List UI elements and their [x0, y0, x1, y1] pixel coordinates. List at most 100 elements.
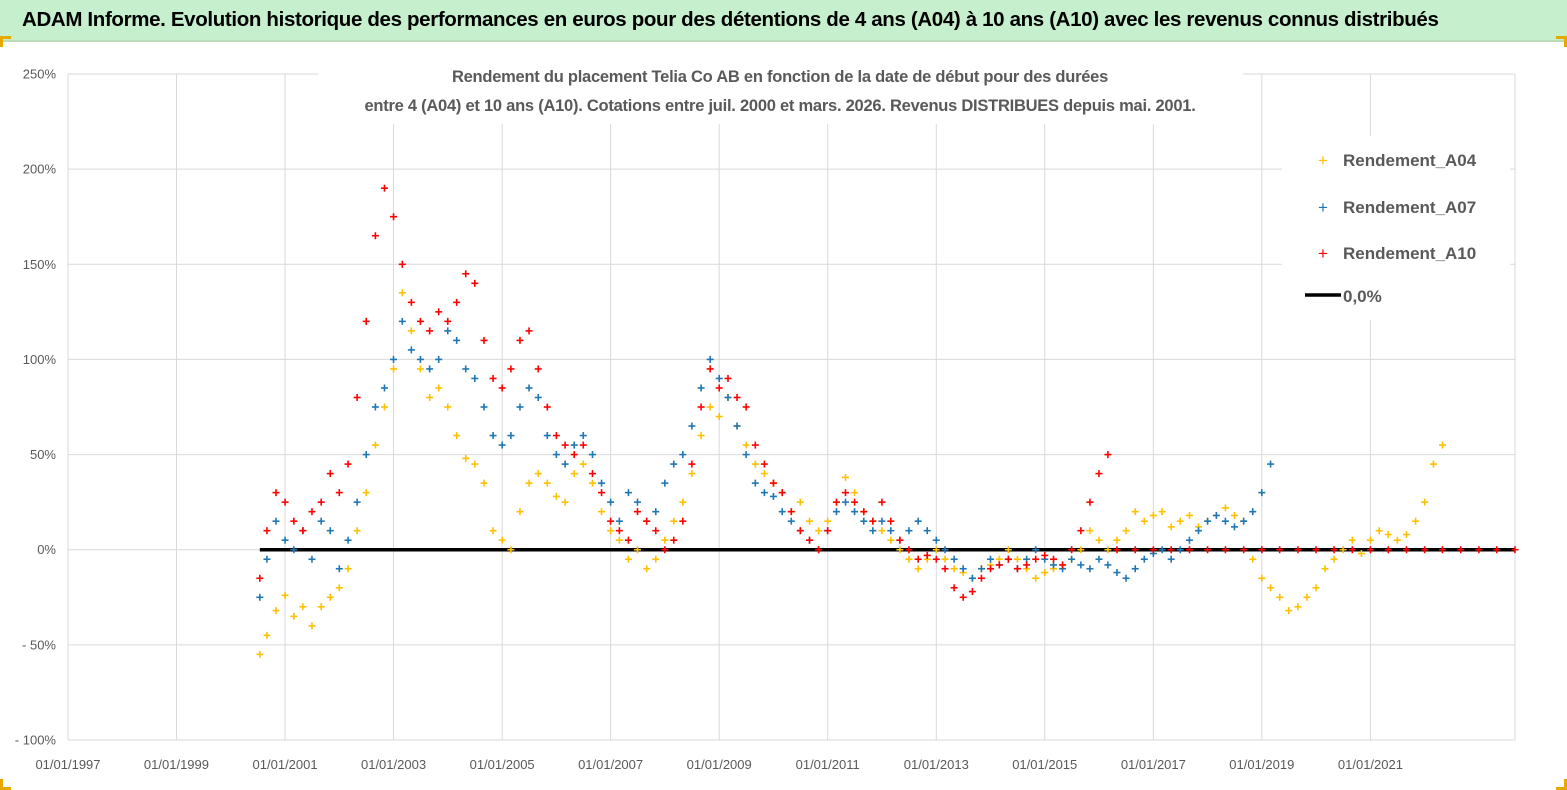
data-point — [670, 460, 678, 468]
data-point — [1013, 555, 1021, 563]
data-point — [643, 565, 651, 573]
data-point — [263, 631, 271, 639]
data-point — [317, 603, 325, 611]
data-point — [977, 565, 985, 573]
data-point — [371, 403, 379, 411]
data-point — [1149, 546, 1157, 554]
data-point — [1104, 546, 1112, 554]
data-point — [1149, 511, 1157, 519]
data-point — [1339, 546, 1347, 554]
data-point — [308, 622, 316, 630]
data-point — [968, 588, 976, 596]
data-point — [697, 403, 705, 411]
data-point — [959, 565, 967, 573]
data-point — [588, 470, 596, 478]
data-point — [1113, 546, 1121, 554]
legend-label-a04: Rendement_A04 — [1343, 151, 1477, 170]
data-point — [715, 384, 723, 392]
data-point — [362, 317, 370, 325]
data-point — [561, 498, 569, 506]
data-point — [1438, 546, 1446, 554]
data-point — [1240, 517, 1248, 525]
data-point — [1267, 460, 1275, 468]
y-tick-label: 200% — [23, 162, 57, 177]
data-point — [598, 489, 606, 497]
data-point — [751, 441, 759, 449]
data-point — [760, 489, 768, 497]
data-point — [760, 460, 768, 468]
data-point — [1113, 569, 1121, 577]
data-point — [932, 546, 940, 554]
data-point — [1032, 555, 1040, 563]
data-point — [498, 536, 506, 544]
data-point — [633, 498, 641, 506]
data-point — [1249, 508, 1257, 516]
data-point — [256, 593, 264, 601]
data-point — [1258, 489, 1266, 497]
x-tick-label: 01/01/2013 — [904, 757, 969, 772]
data-point — [851, 508, 859, 516]
data-point — [435, 384, 443, 392]
y-tick-label: - 100% — [15, 733, 57, 748]
data-point — [534, 393, 542, 401]
data-point — [633, 508, 641, 516]
y-axis-ticks: 250% 200% 150% 100% 50% 0% - 50% - 100% — [15, 67, 57, 748]
data-point — [489, 432, 497, 440]
data-point — [543, 432, 551, 440]
data-point — [1312, 584, 1320, 592]
data-point — [1384, 530, 1392, 538]
data-point — [1230, 511, 1238, 519]
data-point — [1050, 555, 1058, 563]
x-tick-label: 01/01/2021 — [1338, 757, 1403, 772]
data-point — [335, 565, 343, 573]
data-point — [471, 374, 479, 382]
data-point — [588, 479, 596, 487]
data-point — [796, 527, 804, 535]
data-point — [534, 470, 542, 478]
data-point — [697, 432, 705, 440]
data-point — [824, 517, 832, 525]
x-axis-ticks: 01/01/1997 01/01/1999 01/01/2001 01/01/2003… — [35, 757, 1403, 772]
data-point — [1221, 504, 1229, 512]
data-point — [1013, 565, 1021, 573]
data-point — [344, 565, 352, 573]
data-point — [1095, 470, 1103, 478]
data-point — [1276, 593, 1284, 601]
data-point — [1493, 546, 1501, 554]
data-point — [1131, 508, 1139, 516]
data-point — [416, 365, 424, 373]
data-point — [950, 555, 958, 563]
data-point — [1140, 555, 1148, 563]
data-point — [878, 517, 886, 525]
data-point — [1403, 546, 1411, 554]
data-point — [507, 365, 515, 373]
x-tick-label: 01/01/2017 — [1121, 757, 1186, 772]
data-point — [1068, 546, 1076, 554]
data-point — [643, 517, 651, 525]
corner-marker — [1556, 779, 1567, 790]
data-point — [815, 546, 823, 554]
data-point — [1131, 546, 1139, 554]
data-point — [842, 489, 850, 497]
data-point — [1032, 574, 1040, 582]
data-point — [1176, 517, 1184, 525]
data-point — [525, 384, 533, 392]
data-point — [941, 555, 949, 563]
data-point — [932, 555, 940, 563]
data-point — [905, 527, 913, 535]
data-point — [769, 492, 777, 500]
data-point — [1249, 555, 1257, 563]
performance-chart: 250% 200% 150% 100% 50% 0% - 50% - 100% 01/01/1… — [15, 54, 1519, 772]
series-layer — [256, 184, 1519, 658]
data-point — [516, 508, 524, 516]
data-point — [950, 584, 958, 592]
data-point — [661, 536, 669, 544]
data-point — [516, 336, 524, 344]
data-point — [489, 527, 497, 535]
data-point — [1403, 530, 1411, 538]
data-point — [842, 498, 850, 506]
data-point — [1195, 527, 1203, 535]
data-point — [579, 432, 587, 440]
data-point — [760, 470, 768, 478]
data-point — [724, 393, 732, 401]
